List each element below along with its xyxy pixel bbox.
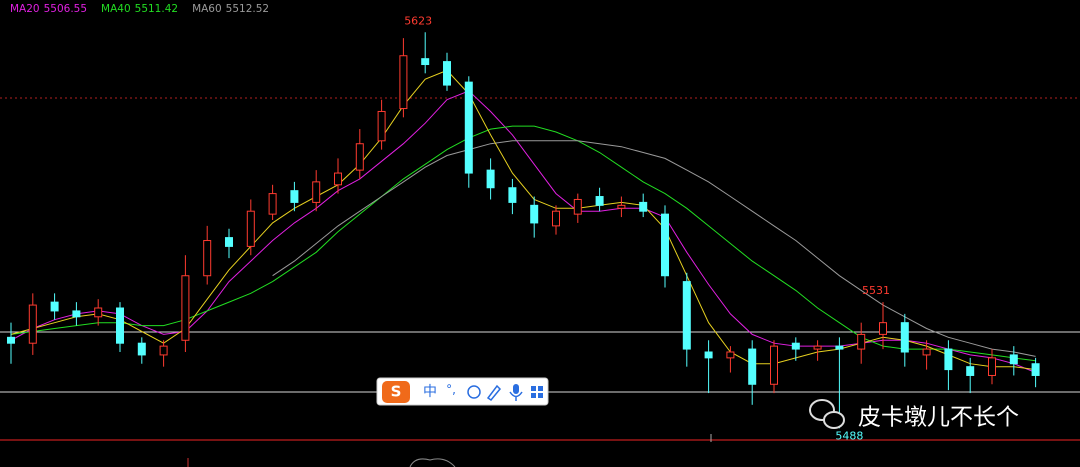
candle-body	[595, 196, 604, 206]
candle-body	[246, 210, 255, 247]
candle-body	[137, 342, 146, 356]
candle-body	[791, 342, 800, 350]
legend-name: MA20	[10, 3, 40, 15]
ime-logo: S	[391, 383, 402, 401]
candle-body	[944, 348, 953, 371]
ime-mode[interactable]: 中	[423, 384, 437, 400]
candle-body	[94, 307, 103, 318]
candle-body	[704, 351, 713, 359]
legend-name: MA40	[101, 3, 131, 15]
candle-body	[334, 172, 342, 186]
high-label: 5531	[862, 284, 890, 297]
wechat-icon	[823, 411, 845, 429]
ime-grid[interactable]	[531, 386, 543, 398]
candle-body	[748, 348, 757, 385]
candle-body	[508, 187, 517, 203]
candle-body	[879, 322, 887, 335]
candle-body	[28, 304, 37, 344]
candle-body	[770, 345, 778, 385]
candle-body	[966, 366, 975, 376]
candle-body	[116, 307, 124, 344]
low-label: 5488	[835, 429, 863, 442]
legend-value: 5511.42	[135, 3, 178, 15]
candle-body	[159, 345, 168, 356]
ime-grid-cell	[538, 393, 543, 398]
candle-body	[552, 210, 560, 227]
candle-body	[682, 281, 691, 350]
candle-body	[464, 81, 473, 174]
ime-emoji[interactable]	[467, 385, 481, 399]
candle-body	[617, 204, 626, 209]
candle-body	[443, 61, 451, 86]
ime-grid-cell	[531, 393, 536, 398]
watermark: 皮卡墩儿不长个	[809, 399, 1019, 431]
candle-body	[181, 275, 190, 341]
ime-toolbar[interactable]: S 中 °,	[376, 377, 549, 406]
ma-line	[272, 140, 1036, 357]
candle-body	[50, 301, 59, 312]
candle-body	[530, 204, 539, 224]
candle-body	[225, 237, 233, 247]
candle-body	[268, 193, 277, 215]
candle-body	[639, 201, 648, 212]
candle-body	[835, 345, 844, 350]
watermark-text: 皮卡墩儿不长个	[858, 405, 1019, 431]
candle-body	[988, 357, 996, 376]
wechat-icon	[809, 399, 835, 421]
candle-body	[312, 181, 321, 203]
candle-body	[726, 351, 735, 359]
candle-body	[813, 345, 822, 350]
ime-grid-cell	[538, 386, 543, 391]
candle-body	[1031, 363, 1040, 376]
candle-body	[1009, 354, 1018, 365]
ime-punct[interactable]: °,	[446, 383, 456, 397]
candle-body	[573, 198, 582, 215]
legend-value: 5506.55	[44, 3, 87, 15]
ime-mic-stand	[509, 391, 523, 401]
ime-pen[interactable]	[486, 384, 502, 402]
candle-body	[72, 310, 81, 318]
ime-grid-cell	[531, 386, 536, 391]
candle-body	[399, 55, 408, 110]
plot	[7, 32, 1040, 429]
candle-body	[377, 110, 386, 142]
candle-body	[922, 348, 931, 356]
ime-box	[376, 377, 549, 406]
candle-body	[421, 58, 430, 66]
legend-name: MA60	[192, 3, 222, 15]
candle-body	[857, 333, 866, 350]
ime-logo-bg	[382, 381, 410, 403]
legend-value: 5512.52	[226, 3, 269, 15]
candle-body	[355, 143, 364, 171]
lower-panel-line	[409, 458, 456, 467]
candle-body	[7, 336, 15, 344]
legend: MA20 5506.55 MA40 5511.42 MA60 5512.52	[10, 3, 269, 15]
candle-body	[203, 240, 212, 277]
candle-body	[900, 322, 909, 353]
high-label: 5623	[404, 14, 432, 27]
candle-body	[661, 213, 669, 277]
candle-body	[290, 190, 299, 203]
candle-body	[486, 169, 495, 189]
ime-mic[interactable]	[513, 384, 519, 394]
